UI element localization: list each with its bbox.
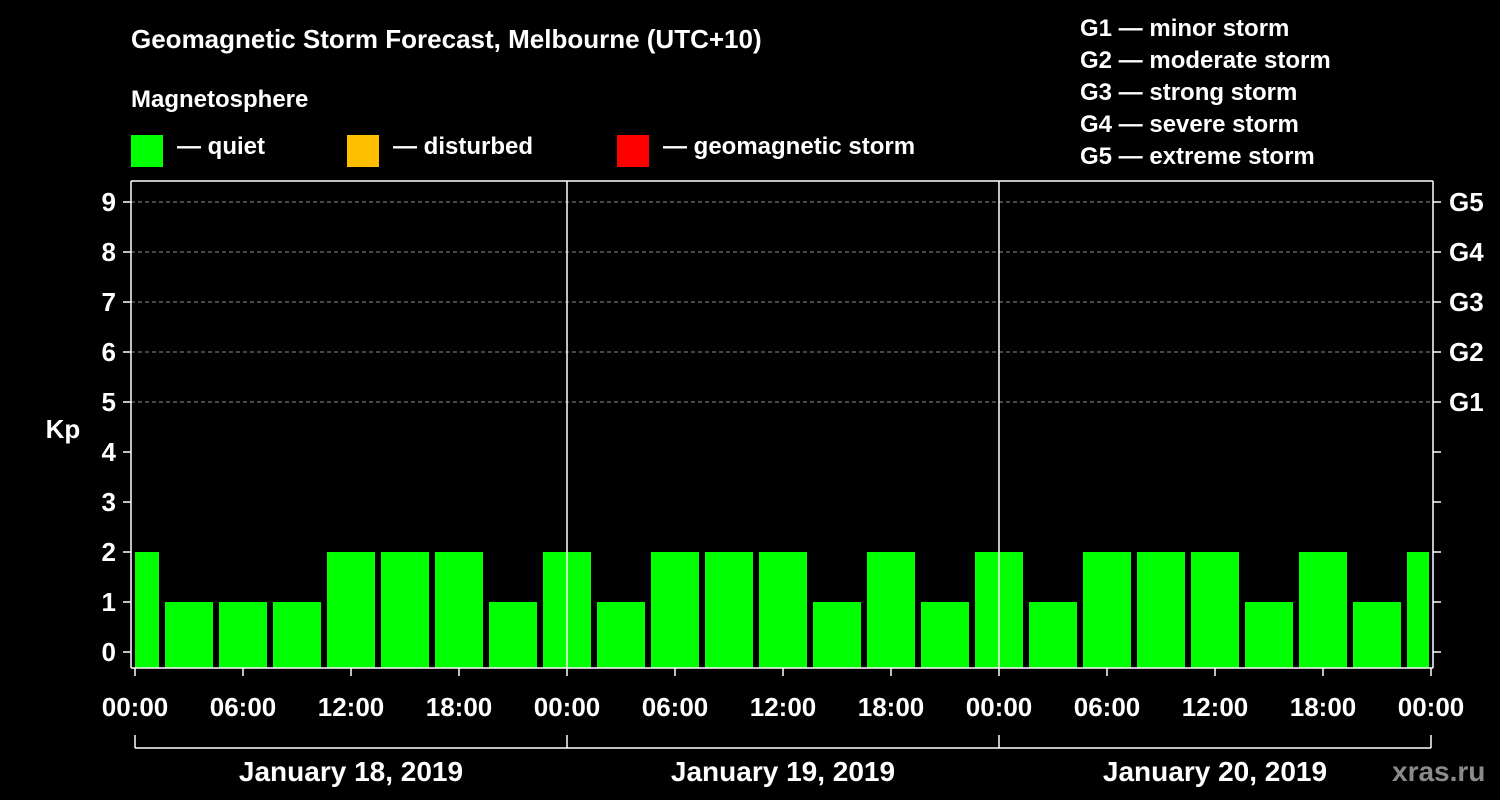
- watermark: xras.ru: [1392, 756, 1486, 787]
- g-scale-g5: G5 — extreme storm: [1080, 143, 1315, 170]
- kp-bar: [1083, 552, 1131, 668]
- kp-bar: [1137, 552, 1185, 668]
- x-tick-label: 00:00: [534, 692, 601, 722]
- g-level-label: G3: [1449, 287, 1484, 317]
- x-tick-label: 12:00: [750, 692, 817, 722]
- y-tick-label: 4: [102, 437, 117, 467]
- kp-bar: [1299, 552, 1347, 668]
- g-scale-g3: G3 — strong storm: [1080, 79, 1298, 106]
- g-scale-g1: G1 — minor storm: [1080, 15, 1290, 42]
- kp-bar: [705, 552, 753, 668]
- kp-bar: [867, 552, 915, 668]
- legend-swatch-quiet: [131, 135, 163, 167]
- kp-bar: [165, 602, 213, 668]
- legend-heading: Magnetosphere: [131, 86, 309, 113]
- kp-bar: [921, 602, 969, 668]
- kp-bar: [219, 602, 267, 668]
- x-tick-label: 06:00: [1074, 692, 1141, 722]
- kp-bar: [597, 602, 645, 668]
- x-tick-label: 00:00: [1398, 692, 1465, 722]
- y-tick-label: 6: [102, 337, 116, 367]
- legend-label-quiet: — quiet: [177, 133, 265, 160]
- kp-bar: [759, 552, 807, 668]
- day-label: January 20, 2019: [1103, 756, 1327, 787]
- kp-bar: [435, 552, 483, 668]
- kp-bar: [1353, 602, 1401, 668]
- x-tick-label: 00:00: [966, 692, 1033, 722]
- legend-swatch-disturbed: [347, 135, 379, 167]
- x-tick-label: 12:00: [1182, 692, 1249, 722]
- kp-bar: [489, 602, 537, 668]
- x-tick-label: 18:00: [426, 692, 493, 722]
- kp-bar: [1029, 602, 1077, 668]
- g-level-label: G1: [1449, 387, 1484, 417]
- legend-label-storm: — geomagnetic storm: [663, 133, 916, 160]
- kp-bar: [327, 552, 375, 668]
- y-tick-label: 1: [102, 587, 116, 617]
- day-label: January 18, 2019: [239, 756, 463, 787]
- g-level-label: G2: [1449, 337, 1484, 367]
- kp-bar: [651, 552, 699, 668]
- chart-title: Geomagnetic Storm Forecast, Melbourne (U…: [131, 24, 762, 54]
- kp-bar: [381, 552, 429, 668]
- y-tick-label: 9: [102, 187, 116, 217]
- kp-bar: [135, 552, 159, 668]
- legend-swatch-storm: [617, 135, 649, 167]
- x-tick-label: 12:00: [318, 692, 385, 722]
- y-tick-label: 3: [102, 487, 116, 517]
- y-axis-label: Kp: [46, 414, 81, 444]
- y-tick-label: 8: [102, 237, 116, 267]
- kp-bar: [1245, 602, 1293, 668]
- x-tick-label: 18:00: [858, 692, 925, 722]
- x-tick-label: 06:00: [210, 692, 277, 722]
- y-tick-label: 5: [102, 387, 116, 417]
- kp-bar: [273, 602, 321, 668]
- y-tick-label: 0: [102, 637, 116, 667]
- kp-bar: [1407, 552, 1429, 668]
- kp-bar: [1191, 552, 1239, 668]
- x-tick-label: 18:00: [1290, 692, 1357, 722]
- g-scale-g2: G2 — moderate storm: [1080, 47, 1331, 74]
- legend-label-disturbed: — disturbed: [393, 133, 534, 160]
- x-tick-label: 06:00: [642, 692, 709, 722]
- g-scale-g4: G4 — severe storm: [1080, 111, 1299, 138]
- kp-bar: [813, 602, 861, 668]
- y-tick-label: 7: [102, 287, 116, 317]
- x-tick-label: 00:00: [102, 692, 169, 722]
- g-level-label: G5: [1449, 187, 1484, 217]
- day-label: January 19, 2019: [671, 756, 895, 787]
- g-level-label: G4: [1449, 237, 1484, 267]
- y-tick-label: 2: [102, 537, 116, 567]
